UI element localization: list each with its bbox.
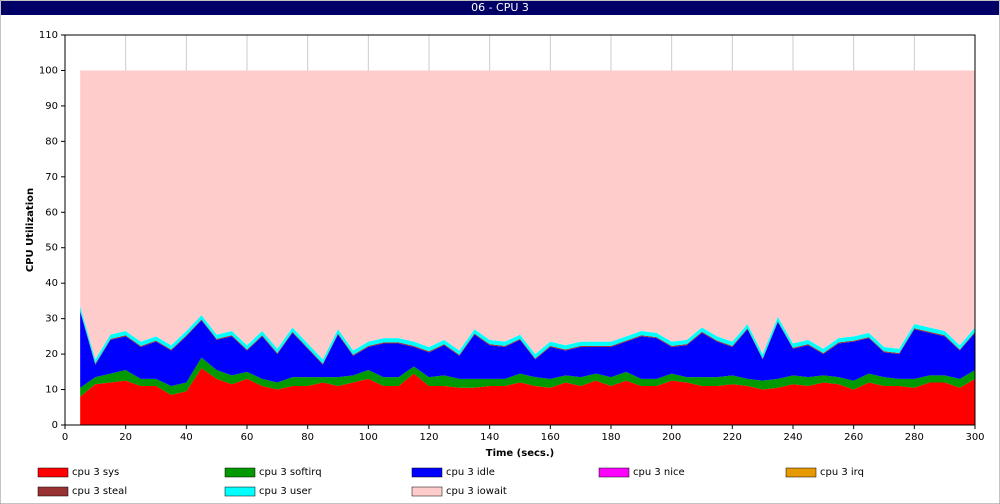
y-tick-label: 0: [52, 420, 58, 431]
x-tick-label: 0: [62, 432, 68, 443]
chart-title: 06 - CPU 3: [471, 1, 529, 14]
x-axis-label: Time (secs.): [486, 448, 555, 459]
x-tick-label: 180: [601, 432, 620, 443]
legend-swatch: [224, 467, 256, 478]
x-tick-label: 220: [723, 432, 742, 443]
x-tick-label: 300: [965, 432, 984, 443]
y-tick-label: 10: [45, 385, 58, 396]
title-bar: [1, 1, 999, 15]
legend-label: cpu 3 nice: [633, 467, 685, 478]
x-tick-label: 280: [905, 432, 924, 443]
x-tick-label: 100: [359, 432, 378, 443]
x-tick-label: 80: [301, 432, 314, 443]
legend-label: cpu 3 iowait: [446, 486, 507, 497]
y-tick-label: 90: [45, 101, 58, 112]
y-tick-label: 110: [39, 30, 58, 41]
y-tick-label: 100: [39, 65, 58, 76]
legend-swatch: [411, 486, 443, 497]
x-tick-label: 160: [541, 432, 560, 443]
legend-label: cpu 3 sys: [72, 467, 119, 478]
area: [80, 311, 975, 388]
y-tick-label: 20: [45, 349, 58, 360]
y-tick-label: 50: [45, 243, 58, 254]
area: [80, 306, 975, 364]
legend-swatch: [37, 467, 69, 478]
legend-label: cpu 3 steal: [72, 486, 127, 497]
y-tick-label: 60: [45, 207, 58, 218]
legend-label: cpu 3 irq: [820, 467, 864, 478]
area: [80, 368, 975, 425]
x-tick-label: 200: [662, 432, 681, 443]
x-tick-label: 240: [783, 432, 802, 443]
y-tick-label: 80: [45, 136, 58, 147]
legend-swatch: [411, 467, 443, 478]
x-tick-label: 20: [119, 432, 132, 443]
x-tick-label: 120: [419, 432, 438, 443]
legend-label: cpu 3 idle: [446, 467, 495, 478]
y-tick-label: 40: [45, 278, 58, 289]
legend-swatch: [37, 486, 69, 497]
x-tick-label: 40: [180, 432, 193, 443]
legend-label: cpu 3 softirq: [259, 467, 322, 478]
x-tick-label: 60: [241, 432, 254, 443]
y-tick-label: 70: [45, 172, 58, 183]
plot-border: [64, 34, 976, 426]
legend-swatch: [785, 467, 817, 478]
area: [80, 70, 975, 360]
x-tick-label: 140: [480, 432, 499, 443]
y-tick-label: 30: [45, 314, 58, 325]
y-axis-label: CPU Utilization: [25, 188, 36, 272]
legend-swatch: [224, 486, 256, 497]
legend-swatch: [598, 467, 630, 478]
area: [80, 357, 975, 397]
x-tick-label: 260: [844, 432, 863, 443]
legend-label: cpu 3 user: [259, 486, 313, 497]
